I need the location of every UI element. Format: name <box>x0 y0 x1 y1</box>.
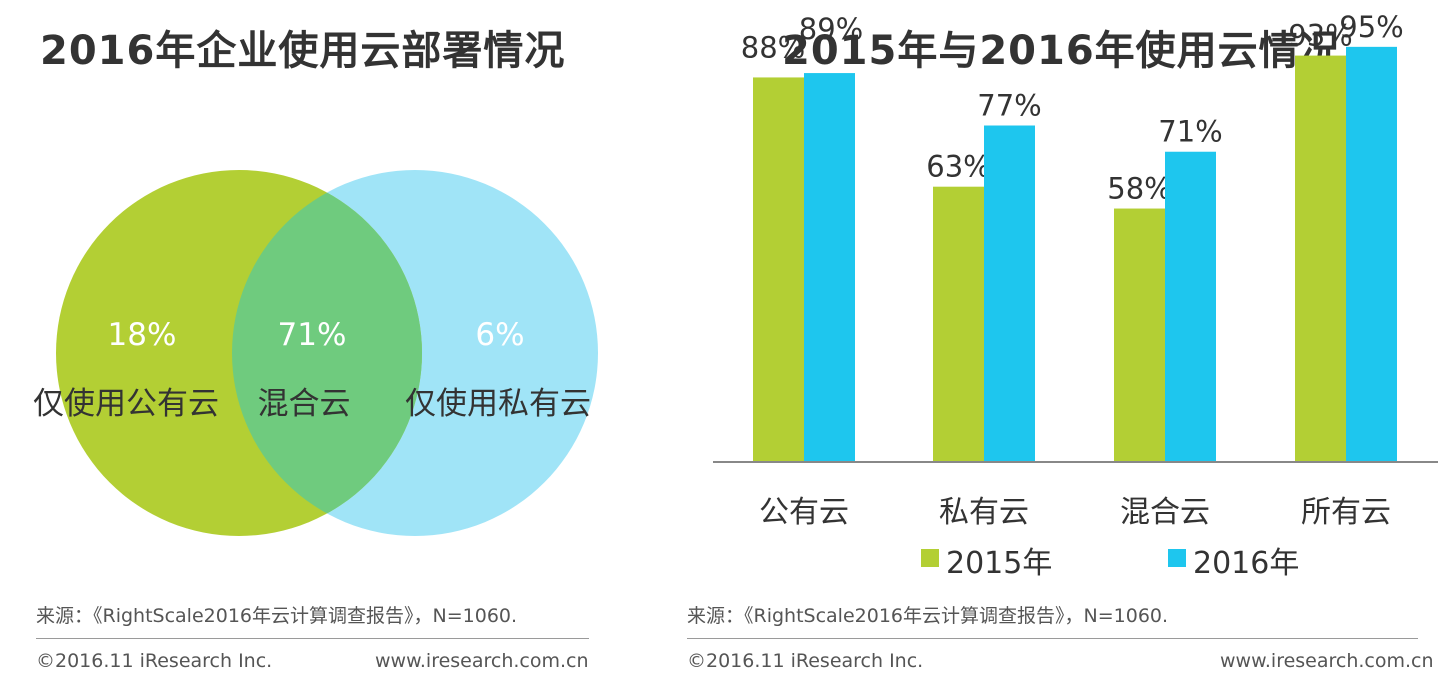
data-label-2015-2: 58% <box>1107 172 1171 206</box>
venn-diagram: 18% 71% 6% 仅使用公有云 混合云 仅使用私有云 <box>33 170 598 536</box>
category-label-0: 公有云 <box>759 495 849 530</box>
data-label-2016-1: 77% <box>977 89 1041 123</box>
bar-2015-2 <box>1114 208 1165 462</box>
right-source-note: 来源：《RightScale2016年云计算调查报告》，N=1060. <box>687 605 1169 627</box>
right-copyright: ©2016.11 iResearch Inc. <box>687 650 924 672</box>
venn-hybrid-overlap <box>232 170 422 536</box>
bar-2015-0 <box>753 77 804 462</box>
venn-private-label: 仅使用私有云 <box>405 386 591 422</box>
right-website: www.iresearch.com.cn <box>1220 650 1434 672</box>
legend-label-2016: 2016年 <box>1193 546 1299 581</box>
right-footer-divider <box>687 638 1418 639</box>
bar-2015-3 <box>1295 55 1346 463</box>
bar-chart: 88%89% 公有云 63% 77% 私有云 58% 71% 混合云 93%95% 所有云 2015… <box>713 10 1438 581</box>
bar-chart-title: 2015年与2016年使用云情况 <box>782 28 1341 74</box>
legend-swatch-2016 <box>1168 549 1186 567</box>
category-label-1: 私有云 <box>939 495 1029 530</box>
bar-2016-1 <box>984 125 1035 462</box>
data-label-2016-0: 89% <box>799 12 863 46</box>
bar-2015-1 <box>933 186 984 462</box>
legend-swatch-2015 <box>921 549 939 567</box>
venn-hybrid-label: 混合云 <box>258 386 351 422</box>
data-label-2015-0: 88% <box>741 30 805 64</box>
data-label-2015-3: 93% <box>1288 19 1352 53</box>
bar-2016-0 <box>804 73 855 462</box>
bar-2016-3 <box>1346 46 1397 462</box>
data-label-2015-1: 63% <box>926 150 990 184</box>
venn-public-value: 18% <box>108 317 177 353</box>
left-source-note: 来源：《RightScale2016年云计算调查报告》，N=1060. <box>36 605 518 627</box>
data-label-2016-3: 95% <box>1339 10 1403 44</box>
legend-label-2015: 2015年 <box>946 546 1052 581</box>
venn-public-label: 仅使用公有云 <box>33 386 219 422</box>
category-label-2: 混合云 <box>1120 495 1210 530</box>
bar-2016-2 <box>1165 151 1216 463</box>
venn-hybrid-value: 71% <box>278 317 347 353</box>
data-label-2016-2: 71% <box>1158 115 1222 149</box>
left-website: www.iresearch.com.cn <box>375 650 589 672</box>
venn-private-value: 6% <box>475 317 524 353</box>
venn-title: 2016年企业使用云部署情况 <box>40 28 566 74</box>
left-footer-divider <box>36 638 589 639</box>
left-copyright: ©2016.11 iResearch Inc. <box>36 650 273 672</box>
category-label-3: 所有云 <box>1301 495 1391 530</box>
